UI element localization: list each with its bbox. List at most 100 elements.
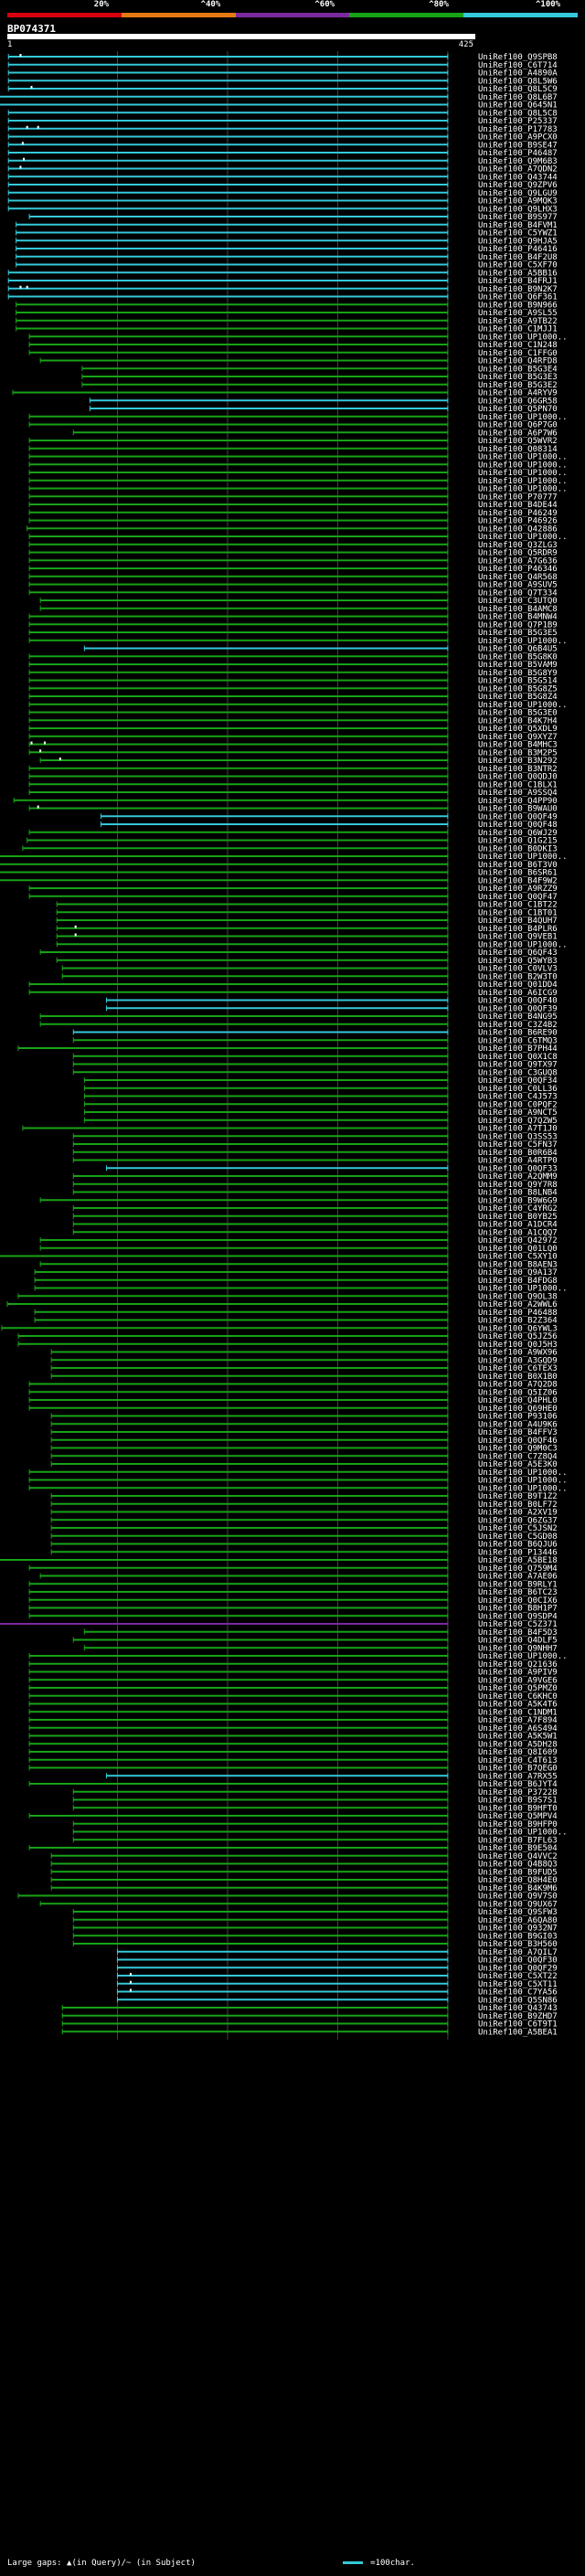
- hit-label: UniRef100_Q9V7S0: [478, 1892, 558, 1902]
- legend: Large gaps: ▲(in Query)/~ (in Subject) =…: [7, 2559, 578, 2571]
- identity-color-bar: 20% ^40% ^60% ^80% ^100%: [7, 0, 578, 24]
- colorbar-label-0: 20%: [93, 0, 110, 9]
- hit-label: UniRef100_C0LL36: [478, 1085, 558, 1094]
- hit-label: UniRef100_Q4B8Q3: [478, 1860, 558, 1870]
- hit-label: UniRef100_Q08314: [478, 445, 558, 454]
- hit-label: UniRef100_Q7P1B9: [478, 620, 558, 630]
- hit-label: UniRef100_Q9LGU9: [478, 189, 558, 198]
- hit-label: UniRef100_Q8H4E0: [478, 1876, 558, 1885]
- hit-label: UniRef100_P25337: [478, 117, 558, 126]
- hit-label: UniRef100_B7FL63: [478, 1836, 558, 1845]
- hit-label: UniRef100_A3GQD9: [478, 1356, 558, 1365]
- hit-label: UniRef100_Q0QF30: [478, 1956, 558, 1966]
- hit-label: UniRef100_Q0QF46: [478, 1436, 558, 1446]
- hit-label: UniRef100_C1FFG0: [478, 349, 558, 358]
- hit-label: UniRef100_C6TMQ3: [478, 1036, 558, 1045]
- hit-label: UniRef100_A7AE06: [478, 1573, 558, 1582]
- hit-label: UniRef100_Q9NHH7: [478, 1644, 558, 1653]
- hit-label: UniRef100_Q4R568: [478, 573, 558, 582]
- hit-label: UniRef100_A9VGE6: [478, 1676, 558, 1685]
- colorbar-segment-1: [121, 13, 236, 17]
- hit-label: UniRef100_C1BT01: [478, 908, 558, 917]
- hit-label: UniRef100_UP1000..: [478, 533, 568, 542]
- hit-label: UniRef100_C1MJJ1: [478, 325, 558, 334]
- hit-label: UniRef100_P46487: [478, 149, 558, 158]
- hit-label: UniRef100_B8LNB4: [478, 1189, 558, 1198]
- hit-label: UniRef100_C5XT11: [478, 1980, 558, 1989]
- hit-label: UniRef100_C5GD08: [478, 1532, 558, 1542]
- hit-label: UniRef100_A9PCX0: [478, 133, 558, 143]
- gap-marker: [26, 125, 28, 129]
- hit-label: UniRef100_A7T1J0: [478, 1125, 558, 1134]
- hit-label: UniRef100_C7YA56: [478, 1988, 558, 1998]
- hit-label: UniRef100_Q43743: [478, 2004, 558, 2013]
- hit-label: UniRef100_A2XV19: [478, 1509, 558, 1518]
- hit-label: UniRef100_B4F9W2: [478, 876, 558, 885]
- gap-marker: [37, 125, 39, 129]
- hit-label: UniRef100_Q0J5H3: [478, 1341, 558, 1350]
- hit-label: UniRef100_B5G514: [478, 677, 558, 686]
- hit-label: UniRef100_Q7T334: [478, 588, 558, 598]
- hit-label: UniRef100_B5G3E2: [478, 381, 558, 390]
- hit-label: UniRef100_B4PLR6: [478, 925, 558, 934]
- hit-label: UniRef100_B4MHC3: [478, 741, 558, 750]
- hit-label: UniRef100_Q5WYB3: [478, 957, 558, 966]
- hit-label: UniRef100_B5G3E0: [478, 709, 558, 718]
- hit-label: UniRef100_Q5IZ06: [478, 1388, 558, 1397]
- hit-label: UniRef100_A9TB22: [478, 317, 558, 326]
- gap-marker: [43, 741, 46, 745]
- hit-label: UniRef100_B5G3E3: [478, 373, 558, 382]
- hit-label: UniRef100_Q9HJA5: [478, 237, 558, 246]
- hit-label: UniRef100_Q7QZW5: [478, 1117, 558, 1126]
- hit-label: UniRef100_Q9SPB8: [478, 53, 558, 62]
- hit-label: UniRef100_Q0X1C8: [478, 1053, 558, 1062]
- hit-label: UniRef100_Q1G215: [478, 837, 558, 846]
- hit-label: UniRef100_Q43744: [478, 173, 558, 182]
- hit-label: UniRef100_A9SL55: [478, 309, 558, 318]
- hit-label: UniRef100_C5JSN2: [478, 1524, 558, 1533]
- hit-label: UniRef100_Q9UX67: [478, 1900, 558, 1909]
- hit-label: UniRef100_UP1000..: [478, 1477, 568, 1486]
- hit-label: UniRef100_B4FDG8: [478, 1277, 558, 1286]
- hit-label: UniRef100_UP1000..: [478, 413, 568, 422]
- hit-label: UniRef100_B9T1Z2: [478, 1492, 558, 1501]
- hit-label: UniRef100_Q3ZLG3: [478, 541, 558, 550]
- hit-label: UniRef100_C3UTQ0: [478, 597, 558, 606]
- hit-label: UniRef100_Q9VEB1: [478, 933, 558, 942]
- hit-label: UniRef100_A5BEA1: [478, 2028, 558, 2037]
- hit-label: UniRef100_B9RLY1: [478, 1580, 558, 1589]
- hit-label: UniRef100_Q42972: [478, 1236, 558, 1246]
- hit-label: UniRef100_UP1000..: [478, 940, 568, 949]
- hit-label: UniRef100_P46926: [478, 517, 558, 526]
- hit-label: UniRef100_UP1000..: [478, 1484, 568, 1493]
- hit-label: UniRef100_Q759M4: [478, 1564, 558, 1574]
- query-bar: [7, 34, 475, 39]
- hit-label: UniRef100_Q5PN70: [478, 405, 558, 414]
- hit-label: UniRef100_C5FN37: [478, 1140, 558, 1150]
- hit-label: UniRef100_A6ICG9: [478, 989, 558, 998]
- hit-label: UniRef100_Q9ZPV6: [478, 181, 558, 190]
- hit-label: UniRef100_Q8I609: [478, 1748, 558, 1757]
- hit-label: UniRef100_A9PIV9: [478, 1669, 558, 1678]
- hit-label: UniRef100_Q4PP90: [478, 797, 558, 806]
- colorbar-segment-3: [349, 13, 464, 17]
- hit-label: UniRef100_Q9SDP4: [478, 1612, 558, 1621]
- hit-label: UniRef100_Q645N1: [478, 101, 558, 111]
- hit-label: UniRef100_C1NDM1: [478, 1708, 558, 1717]
- hit-label: UniRef100_Q9M0C3: [478, 1445, 558, 1454]
- hit-label: UniRef100_Q0QF47: [478, 893, 558, 902]
- gap-marker: [30, 86, 33, 89]
- hit-label: UniRef100_A9WX96: [478, 1349, 558, 1358]
- hit-label: UniRef100_Q0QDJ0: [478, 773, 558, 782]
- hit-label: UniRef100_A7F894: [478, 1716, 558, 1725]
- hit-label: UniRef100_Q6F361: [478, 293, 558, 302]
- hit-label: UniRef100_B9SE47: [478, 141, 558, 150]
- hit-label: UniRef100_B5VAM9: [478, 661, 558, 670]
- hit-label: UniRef100_C3Z4B2: [478, 1021, 558, 1030]
- hit-label: UniRef100_B8H1P7: [478, 1605, 558, 1614]
- hit-label: UniRef100_A6P7W6: [478, 429, 558, 438]
- hit-label: UniRef100_B9W6G9: [478, 1196, 558, 1205]
- hit-label: UniRef100_Q6B4U5: [478, 645, 558, 654]
- hit-label: UniRef100_B6TC23: [478, 1588, 558, 1597]
- gap-marker: [58, 758, 61, 760]
